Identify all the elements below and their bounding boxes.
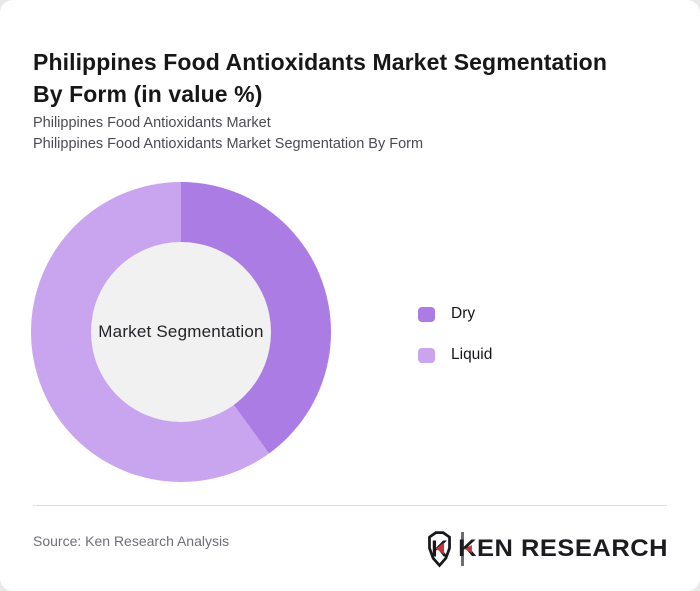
- legend-label: Dry: [451, 305, 476, 322]
- legend-swatch: [418, 347, 435, 363]
- donut-ring: Market Segmentation: [31, 182, 331, 482]
- subtitle-line-1: Philippines Food Antioxidants Market: [33, 115, 271, 131]
- footer-divider: [33, 505, 667, 506]
- subtitle-line-2: Philippines Food Antioxidants Market Seg…: [33, 136, 424, 152]
- donut-hole: Market Segmentation: [91, 242, 271, 422]
- logo-separator: [461, 532, 464, 566]
- legend-item-liquid: Liquid: [418, 346, 492, 364]
- shield-icon: K: [428, 531, 452, 568]
- logo-wordmark: K EN RESEARCH: [458, 531, 668, 567]
- ken-research-logo: K KEN RESEARCH: [424, 529, 668, 569]
- donut-center-label: Market Segmentation: [98, 322, 264, 341]
- legend: Dry Liquid: [418, 305, 492, 364]
- logo-wordmark-k: K: [458, 531, 477, 567]
- legend-swatch: [418, 306, 435, 322]
- legend-item-dry: Dry: [418, 305, 492, 323]
- source-text: Source: Ken Research Analysis: [33, 533, 230, 549]
- shield-red-triangle-icon: [436, 542, 445, 555]
- legend-label: Liquid: [451, 346, 493, 363]
- logo-wordmark-rest: EN RESEARCH: [476, 535, 668, 562]
- chart-subtitle: Philippines Food Antioxidants Market Phi…: [33, 113, 423, 155]
- logo-red-triangle-icon: [463, 544, 472, 553]
- page-title: Philippines Food Antioxidants Market Seg…: [33, 49, 607, 108]
